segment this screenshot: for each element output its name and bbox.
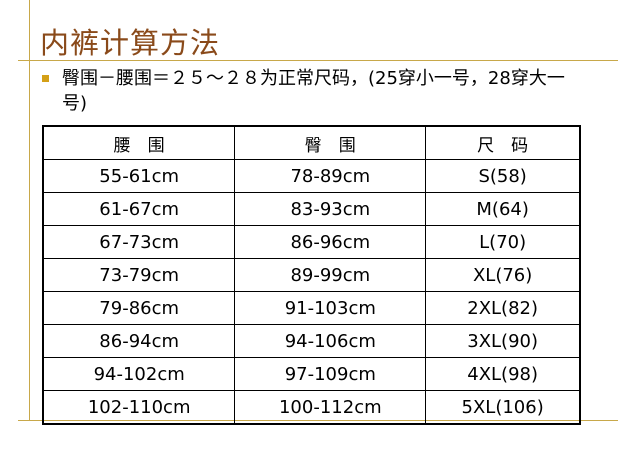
header-cell: 尺 码	[425, 125, 581, 160]
table-row: 102-110cm 100-112cm 5XL(106)	[42, 390, 581, 425]
decor-vertical-line	[29, 0, 30, 420]
table-row: 79-86cm 91-103cm 2XL(82)	[42, 291, 581, 325]
table-row: 61-67cm 83-93cm M(64)	[42, 192, 581, 226]
table-cell: 97-109cm	[234, 357, 427, 391]
header-cell: 臀 围	[234, 125, 427, 160]
table-cell: S(58)	[425, 159, 581, 193]
table-cell: 100-112cm	[234, 390, 427, 425]
title: 内裤计算方法	[40, 26, 221, 60]
decor-top-line	[18, 60, 618, 61]
bullet-mark	[42, 75, 49, 82]
table-row: 55-61cm 78-89cm S(58)	[42, 159, 581, 193]
table-cell: 73-79cm	[42, 258, 236, 292]
table-cell: 86-94cm	[42, 324, 236, 358]
table-cell: 79-86cm	[42, 291, 236, 325]
table-cell: 94-106cm	[234, 324, 427, 358]
table-cell: 5XL(106)	[425, 390, 581, 425]
bullet-text: 臀围－腰围＝２５～２８为正常尺码，(25穿小一号，28穿大一号)	[62, 68, 565, 114]
table-row: 94-102cm 97-109cm 4XL(98)	[42, 357, 581, 391]
table-cell: 55-61cm	[42, 159, 236, 193]
table-cell: 2XL(82)	[425, 291, 581, 325]
header-row: 腰 围臀 围尺 码	[42, 125, 581, 160]
table-cell: L(70)	[425, 225, 581, 259]
table-cell: 83-93cm	[234, 192, 427, 226]
table-cell: 61-67cm	[42, 192, 236, 226]
table-cell: 102-110cm	[42, 390, 236, 425]
table-body: 55-61cm 78-89cm S(58) 61-67cm 83-93cm M(64) 67…	[42, 159, 581, 425]
table-cell: 86-96cm	[234, 225, 427, 259]
table-cell: 94-102cm	[42, 357, 236, 391]
table-cell: 67-73cm	[42, 225, 236, 259]
table-cell: 4XL(98)	[425, 357, 581, 391]
table-row: 67-73cm 86-96cm L(70)	[42, 225, 581, 259]
table-cell: XL(76)	[425, 258, 581, 292]
table-cell: M(64)	[425, 192, 581, 226]
header-cell: 腰 围	[42, 125, 236, 160]
table-cell: 3XL(90)	[425, 324, 581, 358]
table-cell: 89-99cm	[234, 258, 427, 292]
table-row: 86-94cm 94-106cm 3XL(90)	[42, 324, 581, 358]
table-row: 73-79cm 89-99cm XL(76)	[42, 258, 581, 292]
table-cell: 78-89cm	[234, 159, 427, 193]
table-cell: 91-103cm	[234, 291, 427, 325]
size-table: 腰 围臀 围尺 码 55-61cm 78-89cm S(58) 61-67cm 83-9…	[42, 125, 581, 425]
